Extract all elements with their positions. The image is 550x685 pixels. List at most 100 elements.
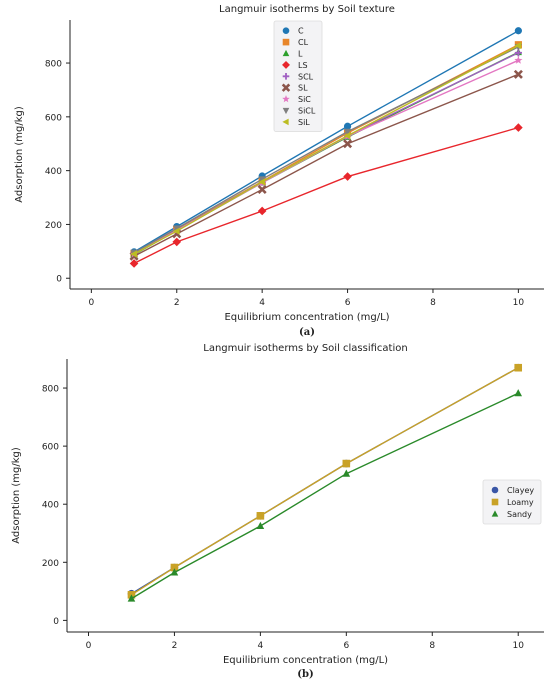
y-tick-label: 800: [45, 60, 62, 70]
data-point: [173, 225, 181, 233]
chart-soil-texture: Langmuir isotherms by Soil texture 0 2 4 6 8 1…: [14, 4, 544, 338]
x-tick-label: 6: [343, 641, 349, 651]
series-line: [133, 51, 519, 256]
data-point: [172, 237, 182, 247]
legend-label: Loamy: [507, 498, 534, 507]
data-point: [343, 128, 352, 136]
data-point: [514, 27, 522, 35]
legend-label: CL: [298, 38, 309, 47]
data-point: [256, 512, 265, 520]
data-point: [514, 123, 523, 132]
legend-label: SL: [298, 84, 308, 93]
chart-title: Langmuir isotherms by Soil classificatio…: [203, 343, 407, 354]
data-point: [514, 389, 523, 397]
series-line: [133, 52, 519, 255]
series-line: [133, 30, 519, 253]
y-tick-label: 200: [45, 221, 62, 231]
data-point: [170, 563, 179, 572]
data-point: [172, 227, 180, 235]
x-tick-label: 2: [174, 298, 180, 308]
data-point: [343, 172, 352, 181]
x-tick-label: 4: [259, 298, 265, 308]
y-axis-label: Adsorption (mg/kg): [11, 447, 22, 544]
chart-title: Langmuir isotherms by Soil texture: [219, 4, 395, 15]
series-sandy: [127, 389, 523, 602]
data-point: [257, 206, 267, 216]
data-point: [513, 69, 523, 79]
legend-marker: [282, 95, 290, 103]
series-line: [133, 73, 519, 257]
data-point: [129, 259, 139, 268]
series-line: [131, 367, 519, 595]
x-axis-label: Equilibrium concentration (mg/L): [223, 655, 388, 666]
legend-label: Clayey: [507, 486, 534, 495]
y-tick-label: 0: [53, 617, 59, 627]
series-line: [133, 44, 519, 255]
data-point: [342, 459, 351, 468]
legend-marker: [282, 27, 290, 34]
series-sil: [130, 41, 522, 258]
series-line: [133, 59, 519, 255]
x-tick-label: 10: [513, 298, 525, 308]
legend-label: L: [298, 50, 303, 59]
data-point: [258, 178, 266, 186]
series-sl: [129, 69, 523, 261]
legend-label: Sandy: [507, 510, 532, 519]
series-loamy: [127, 363, 523, 599]
chart-soil-classification: Langmuir isotherms by Soil classificatio…: [11, 343, 544, 680]
data-point: [342, 469, 351, 477]
data-point: [514, 49, 522, 57]
x-tick-label: 4: [258, 641, 264, 651]
legend-label: C: [298, 27, 304, 36]
data-point: [258, 176, 266, 184]
data-point: [130, 250, 137, 258]
legend-label: SiL: [298, 118, 310, 127]
legend-marker: [491, 510, 499, 517]
x-tick-label: 10: [512, 641, 524, 651]
series-ls: [129, 123, 523, 268]
x-tick-label: 0: [86, 641, 92, 651]
x-tick-label: 8: [429, 641, 435, 651]
data-point: [127, 594, 136, 602]
legend-marker: [491, 498, 499, 506]
series-line: [131, 392, 519, 600]
legend-label: SiCL: [298, 107, 316, 116]
panel-label: (a): [299, 327, 315, 338]
data-point: [170, 568, 179, 576]
data-point: [343, 139, 353, 149]
legend-marker: [282, 107, 290, 115]
data-point: [514, 363, 523, 372]
y-tick-label: 400: [45, 167, 62, 177]
x-tick-label: 2: [172, 641, 178, 651]
legend-marker: [491, 486, 499, 494]
data-point: [514, 56, 523, 64]
legend: C CL L LS SCL SL SiC SiCL SiL: [273, 20, 323, 132]
legend-marker: [282, 73, 290, 80]
x-tick-label: 8: [430, 298, 436, 308]
x-axis-label: Equilibrium concentration (mg/L): [224, 312, 389, 323]
legend-label: LS: [298, 61, 308, 70]
legend-label: SiC: [298, 95, 311, 104]
data-point: [256, 521, 265, 530]
legend-marker: [281, 83, 291, 92]
y-tick-label: 800: [42, 385, 59, 395]
data-point: [343, 122, 352, 130]
x-tick-label: 6: [345, 298, 351, 308]
series-c: [130, 27, 522, 256]
legend-marker: [282, 60, 290, 69]
y-tick-label: 0: [56, 275, 62, 285]
legend: Clayey Loamy Sandy: [482, 479, 542, 525]
y-axis-label: Adsorption (mg/kg): [14, 106, 25, 203]
y-tick-label: 600: [42, 443, 59, 453]
legend-marker: [282, 49, 290, 57]
data-point: [514, 41, 522, 50]
data-point: [343, 132, 351, 140]
legend-marker: [282, 38, 290, 46]
x-tick-label: 0: [88, 298, 94, 308]
legend-label: SCL: [298, 72, 314, 81]
panel-label: (b): [297, 669, 313, 680]
y-tick-label: 200: [42, 559, 59, 569]
series-line: [131, 367, 519, 596]
series-scl: [130, 49, 522, 258]
y-tick-label: 600: [45, 113, 62, 123]
